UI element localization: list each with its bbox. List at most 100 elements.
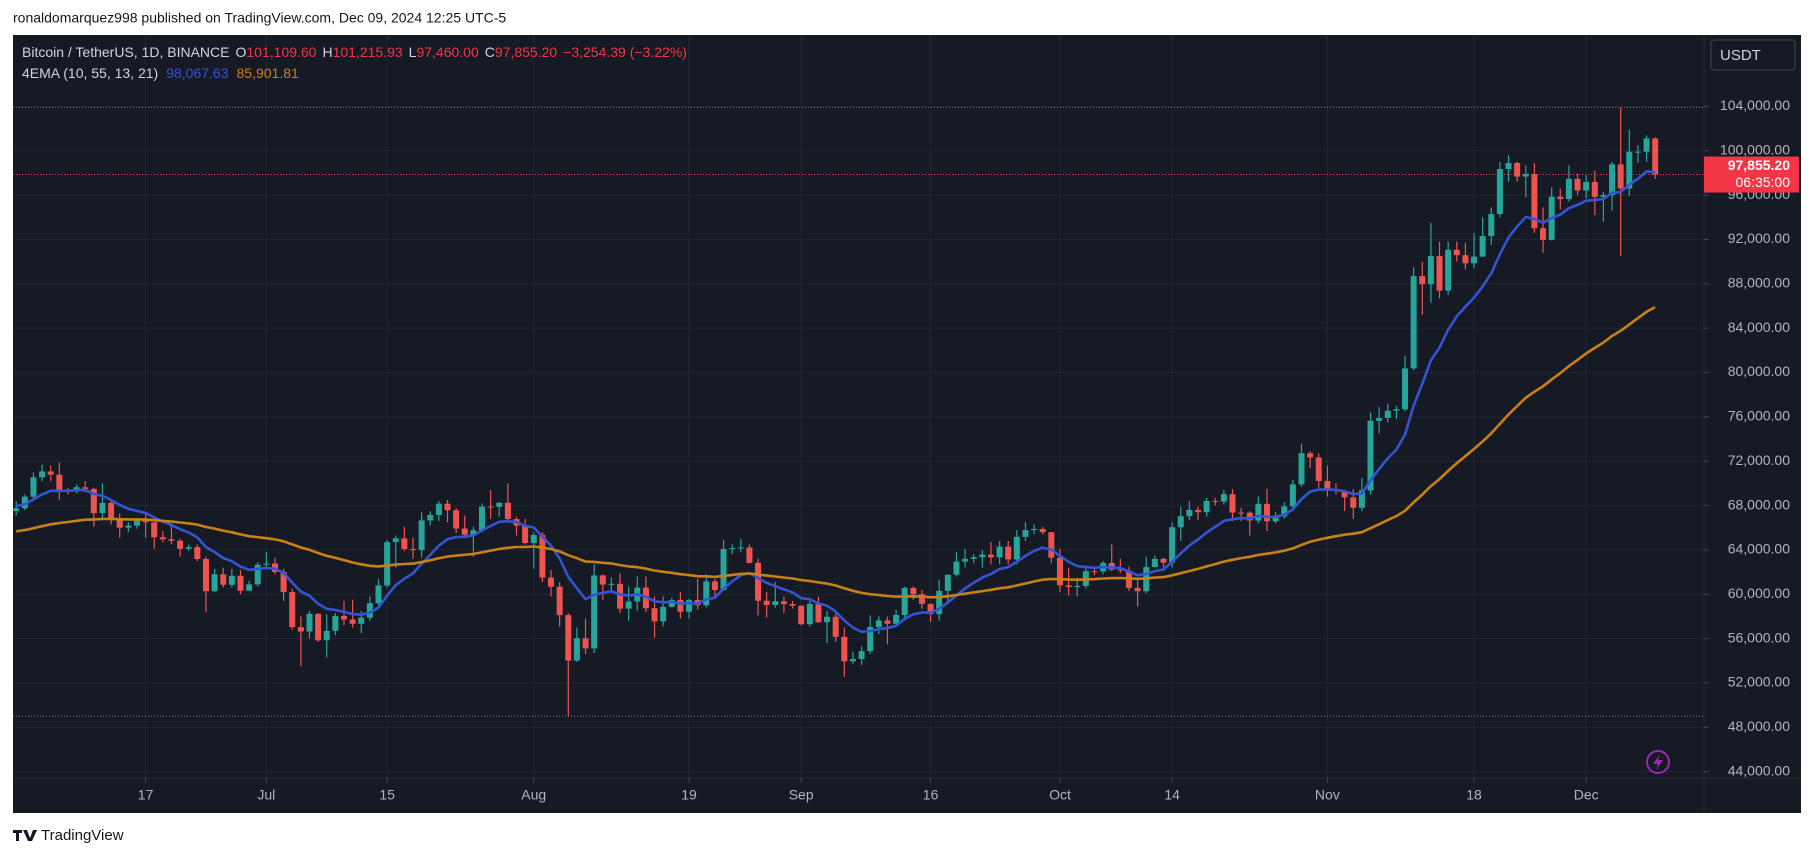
high-label: H — [322, 44, 332, 60]
candle-body — [418, 520, 425, 551]
candle-body — [409, 548, 416, 551]
candle-body — [1540, 228, 1547, 240]
candle-body — [332, 616, 339, 631]
candle-body — [660, 606, 667, 622]
candle-body — [651, 608, 658, 622]
candle-body — [1212, 500, 1219, 502]
candle-body — [461, 528, 468, 535]
candle-body — [1367, 420, 1374, 491]
candle-body — [599, 575, 606, 585]
candle-body — [798, 605, 805, 625]
candle-body — [435, 503, 442, 515]
candle-body — [1600, 195, 1607, 197]
candle-body — [315, 613, 322, 641]
x-tick-label: Sep — [789, 787, 814, 803]
candle-body — [1634, 151, 1641, 153]
candle-body — [608, 583, 615, 585]
candle-body — [1384, 410, 1391, 418]
candle-body — [1609, 164, 1616, 196]
alert-icon[interactable] — [1646, 750, 1670, 774]
ema-value: 85,901.81 — [237, 65, 299, 81]
currency[interactable]: USDT — [1720, 47, 1761, 64]
candle-body — [772, 601, 779, 606]
candle-body — [125, 525, 132, 528]
y-tick-label: 88,000.00 — [1728, 275, 1790, 291]
candle-body — [1358, 490, 1365, 508]
candle-body — [832, 616, 839, 637]
x-tick-label: 19 — [681, 787, 697, 803]
candle-body — [1315, 457, 1322, 481]
candle-body — [1056, 557, 1063, 586]
candle-body — [116, 519, 123, 528]
candle-body — [496, 502, 503, 507]
candle-body — [375, 585, 382, 604]
candle-body — [1324, 480, 1331, 490]
ema-value: 98,067.63 — [166, 65, 228, 81]
y-tick-label: 80,000.00 — [1728, 363, 1790, 379]
candle-body — [1177, 516, 1184, 528]
candle-body — [366, 603, 373, 618]
ema-line — [16, 305, 1656, 599]
candle-body — [1022, 530, 1029, 537]
candle-body — [686, 600, 693, 612]
candle-body — [133, 520, 140, 526]
candle-body — [806, 603, 813, 625]
candle-body — [1462, 255, 1469, 264]
candle-body — [108, 502, 115, 520]
last-price-tag — [1704, 156, 1799, 193]
candle-body — [780, 601, 787, 605]
close-value: 97,855.20 — [495, 44, 557, 60]
candle-body — [548, 577, 555, 587]
ema-line — [15, 170, 1656, 634]
grid — [13, 35, 1704, 778]
candle-body — [1402, 368, 1409, 410]
x-tick-label: Oct — [1049, 787, 1071, 803]
candle-body — [1160, 558, 1167, 563]
plot — [13, 107, 1659, 717]
y-tick-label: 84,000.00 — [1728, 319, 1790, 335]
candle-body — [1117, 569, 1124, 571]
candle-body — [893, 615, 900, 624]
candle-body — [910, 587, 917, 595]
candle-body — [755, 562, 762, 601]
candle-body — [1410, 276, 1417, 369]
candle-body — [13, 508, 20, 512]
last-price-label: 97,855.20 — [1728, 157, 1790, 173]
candle-body — [763, 600, 770, 606]
candle-body — [185, 547, 192, 549]
candle-body — [280, 571, 287, 593]
candle-body — [875, 620, 882, 627]
candle-body — [1557, 196, 1564, 200]
y-tick-label: 72,000.00 — [1728, 452, 1790, 468]
candle-body — [1229, 494, 1236, 513]
candle-body — [1436, 256, 1443, 291]
candle-body — [349, 619, 356, 624]
candle-body — [970, 557, 977, 559]
currency-box[interactable] — [1710, 39, 1796, 71]
candle-body — [858, 651, 865, 660]
candle-body — [720, 548, 727, 591]
y-tick-label: 68,000.00 — [1728, 496, 1790, 512]
candle-body — [1255, 503, 1262, 521]
candle-body — [884, 620, 891, 624]
candle-body — [56, 474, 63, 491]
y-tick-label: 104,000.00 — [1720, 97, 1790, 113]
candle-body — [237, 575, 244, 591]
candle-body — [1246, 512, 1253, 521]
y-tick-label: 64,000.00 — [1728, 541, 1790, 557]
candle-body — [392, 538, 399, 543]
indicator-legend: 4EMA (10, 55, 13, 21) 98,067.63 85,901.81 — [22, 65, 299, 81]
y-tick-label: 44,000.00 — [1728, 762, 1790, 778]
candle-body — [1263, 503, 1270, 522]
candle-body — [1479, 236, 1486, 257]
candle-body — [1488, 214, 1495, 237]
candle-body — [254, 564, 261, 585]
brand-logo — [13, 830, 37, 841]
candle-body — [202, 559, 209, 592]
candle-body — [1453, 249, 1460, 256]
candle-body — [1186, 509, 1193, 517]
candle-body — [1031, 528, 1038, 531]
x-tick-label: 16 — [923, 787, 939, 803]
x-tick-label: Dec — [1574, 787, 1599, 803]
